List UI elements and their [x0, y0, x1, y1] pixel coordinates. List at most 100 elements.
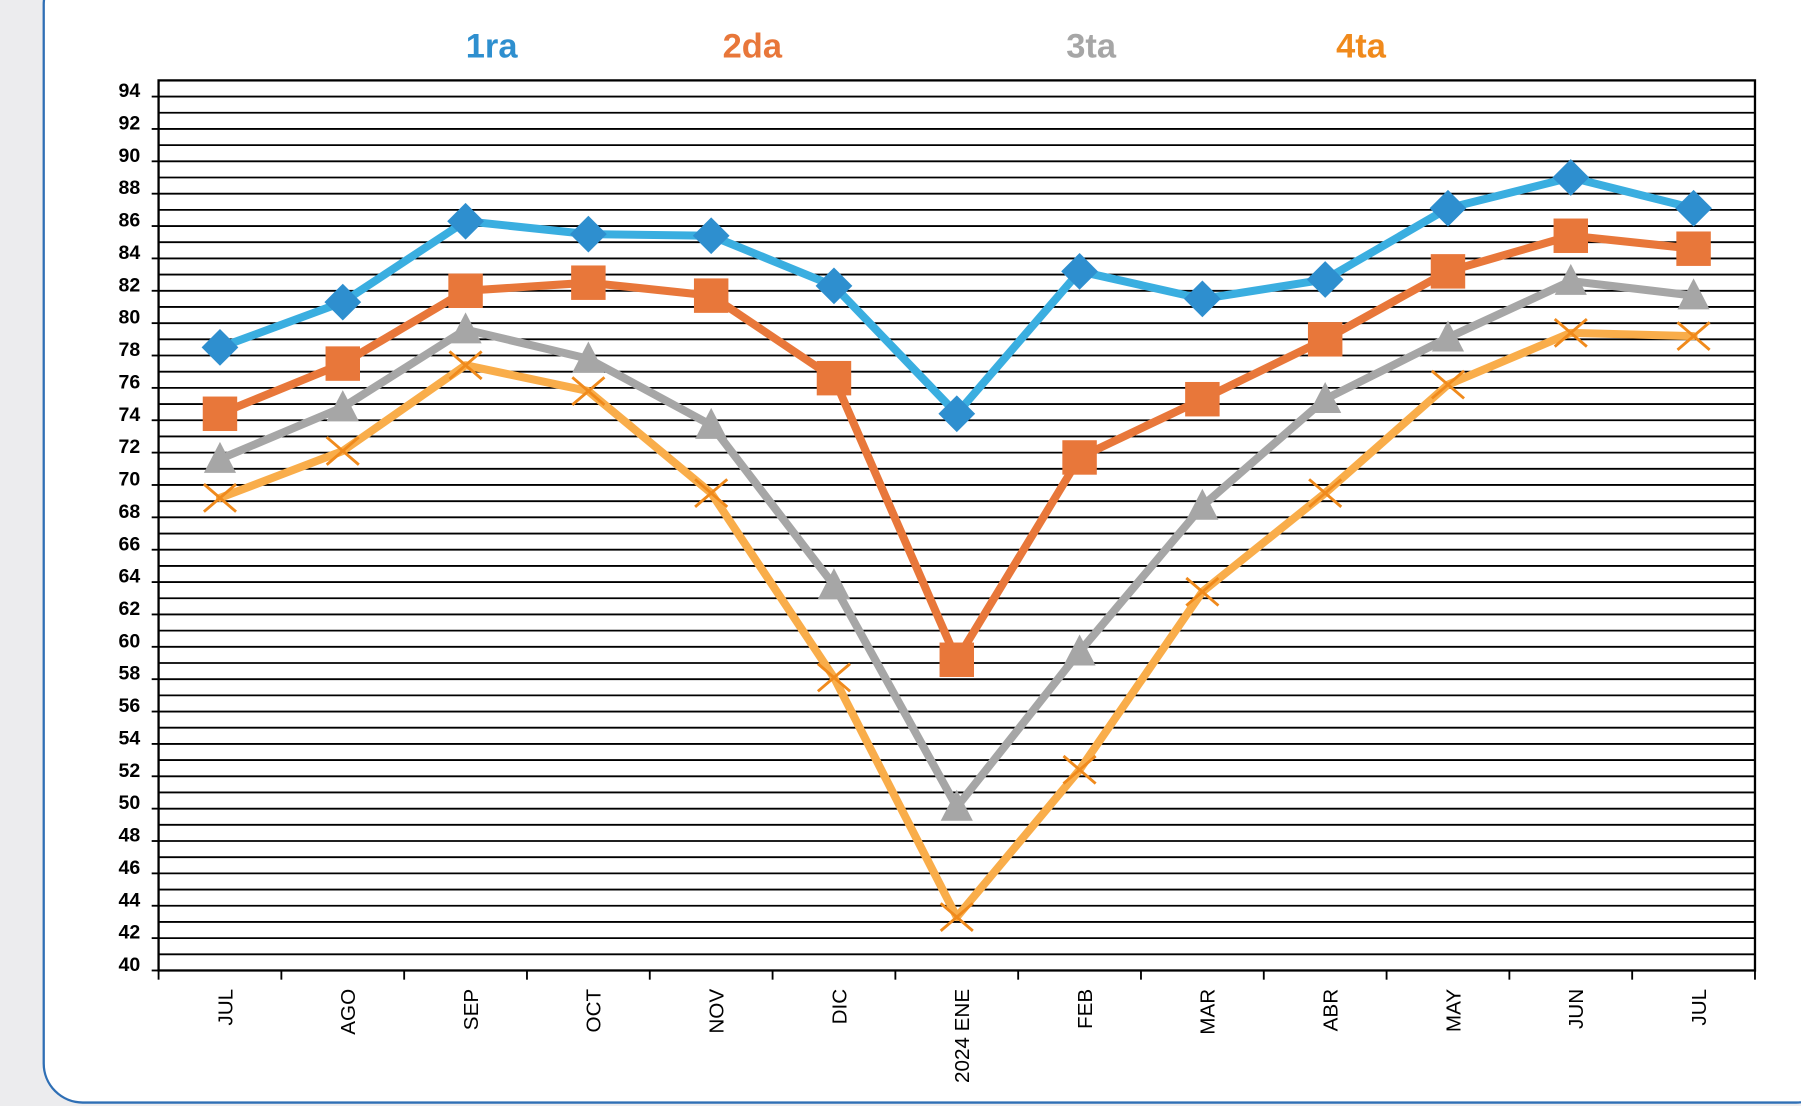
marker: [1431, 320, 1465, 352]
marker: [326, 390, 359, 422]
y-tick-label: 64: [118, 566, 140, 588]
y-tick-label: 74: [118, 404, 140, 426]
grid: [158, 95, 1755, 972]
marker: [816, 360, 852, 396]
marker: [1554, 263, 1587, 295]
marker: [324, 283, 362, 321]
marker: [1062, 440, 1097, 475]
y-tick-label: 44: [118, 889, 140, 911]
marker: [448, 350, 483, 381]
marker: [572, 341, 605, 373]
legend-entry: 1ra: [466, 27, 519, 65]
y-tick-label: 52: [118, 760, 140, 782]
y-tick-label: 58: [118, 663, 140, 685]
marker: [1308, 478, 1343, 508]
x-tick-label: SEP: [460, 989, 483, 1030]
y-tick-label: 72: [118, 436, 140, 458]
marker: [693, 278, 729, 313]
x-tick-label: JUL: [214, 989, 237, 1026]
marker: [325, 436, 360, 466]
x-tick-label: AGO: [337, 989, 360, 1035]
legend-entry: 4ta: [1336, 27, 1387, 65]
x-tick-label: FEB: [1074, 989, 1097, 1029]
y-tick-label: 48: [118, 825, 140, 847]
marker: [1676, 321, 1711, 351]
marker: [1675, 189, 1712, 227]
y-tick-label: 66: [118, 533, 140, 555]
marker: [939, 902, 974, 932]
marker: [1429, 189, 1467, 227]
panel: [42, 0, 1801, 1104]
marker: [1062, 754, 1097, 785]
marker: [1677, 278, 1710, 310]
marker: [1430, 369, 1465, 400]
x-tick-label: MAY: [1442, 989, 1465, 1032]
marker: [816, 662, 851, 693]
marker: [695, 407, 728, 439]
marker: [571, 376, 606, 406]
legend-entry: 3ta: [1066, 27, 1117, 65]
legend-entry: 2da: [723, 27, 783, 65]
marker: [1061, 252, 1098, 290]
x-tick-label: NOV: [706, 989, 729, 1034]
marker: [1307, 322, 1343, 357]
marker: [1676, 231, 1711, 266]
y-tick-label: 82: [118, 274, 140, 296]
marker: [1185, 381, 1220, 417]
marker: [1553, 218, 1589, 253]
y-tick-label: 70: [118, 469, 140, 491]
y-tick-label: 62: [118, 598, 140, 620]
y-tick-label: 76: [118, 371, 140, 393]
y-tick-label: 46: [118, 857, 140, 879]
x-tick-label: JUL: [1688, 989, 1711, 1026]
y-tick-label: 60: [118, 630, 140, 652]
y-tick-label: 42: [118, 922, 140, 944]
x-tick-label: MAR: [1197, 989, 1220, 1035]
marker: [1552, 159, 1590, 196]
y-tick-label: 54: [118, 727, 140, 749]
plot-frame: [157, 79, 1757, 972]
x-tick-label: JUN: [1565, 989, 1588, 1029]
marker: [1063, 634, 1096, 666]
marker: [938, 395, 976, 433]
y-tick-label: 50: [118, 792, 140, 814]
marker: [202, 483, 237, 513]
marker: [940, 789, 973, 821]
y-tick-label: 84: [118, 242, 140, 264]
marker: [694, 478, 729, 508]
marker: [817, 568, 851, 600]
y-tick-label: 94: [118, 80, 140, 102]
y-tick-label: 80: [118, 307, 140, 329]
marker: [1185, 576, 1220, 607]
marker: [1186, 488, 1219, 520]
x-tick-label: ABR: [1320, 989, 1343, 1031]
y-tick-label: 92: [118, 113, 140, 135]
y-tick-label: 56: [118, 695, 140, 717]
marker: [201, 329, 239, 366]
lines: [201, 159, 1712, 932]
marker: [569, 215, 607, 253]
x-tick-label: OCT: [583, 988, 606, 1032]
marker: [1306, 261, 1344, 298]
marker: [1309, 381, 1342, 413]
y-tick-label: 88: [118, 177, 140, 199]
y-tick-label: 68: [118, 501, 140, 523]
marker: [325, 346, 361, 381]
marker: [203, 441, 237, 473]
y-tick-label: 78: [118, 339, 140, 361]
marker: [202, 396, 238, 431]
marker: [449, 312, 482, 344]
marker: [571, 265, 606, 300]
x-tick-label: DIC: [828, 989, 851, 1025]
marker: [448, 273, 483, 309]
marker: [1184, 280, 1221, 318]
marker: [1553, 317, 1588, 348]
y-tick-label: 86: [118, 210, 140, 232]
y-tick-label: 40: [118, 954, 140, 976]
y-tick-label: 90: [118, 145, 140, 167]
marker: [939, 642, 975, 677]
x-tick-label: 2024 ENE: [951, 989, 974, 1083]
axes: 40 42 44 46 48 50 52 54 56 58 60 62 64 66 68 70 72 74 76 78…: [118, 27, 1757, 1083]
